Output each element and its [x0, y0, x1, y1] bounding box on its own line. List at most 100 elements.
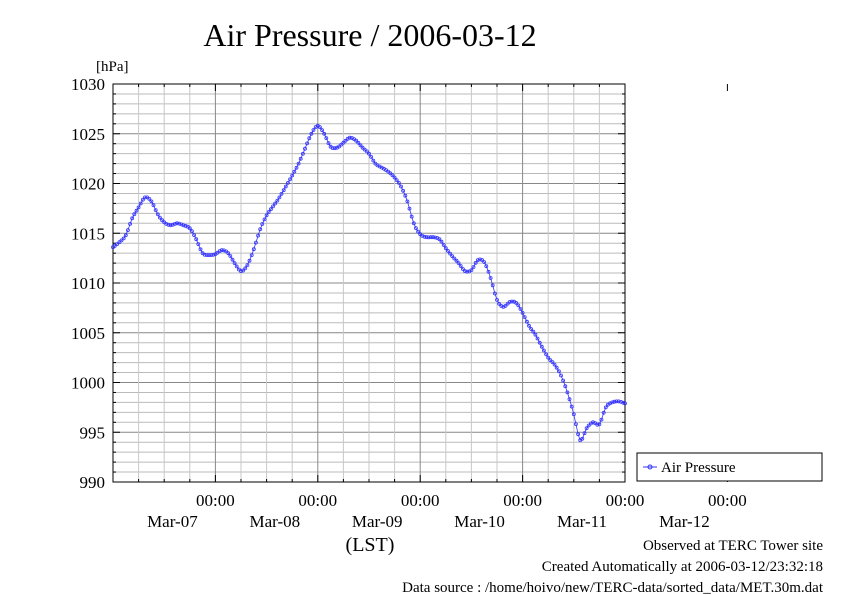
- data-point: [420, 233, 425, 238]
- data-point: [603, 405, 608, 410]
- data-point: [209, 253, 214, 258]
- data-point: [394, 178, 399, 183]
- data-point: [275, 198, 280, 203]
- data-point: [292, 169, 297, 174]
- data-point: [360, 145, 365, 150]
- data-point: [330, 146, 335, 151]
- data-point: [239, 269, 243, 274]
- data-point: [168, 223, 173, 228]
- data-point: [226, 251, 231, 256]
- data-point: [503, 303, 508, 308]
- data-point: [354, 138, 359, 143]
- data-point: [413, 226, 418, 231]
- data-point: [347, 135, 352, 140]
- data-point: [557, 369, 561, 374]
- data-point: [337, 144, 342, 149]
- data-point: [371, 158, 376, 163]
- data-point: [217, 249, 222, 254]
- data-point: [454, 258, 459, 263]
- data-point: [388, 171, 393, 176]
- data-point: [140, 197, 145, 202]
- data-point: [586, 423, 591, 428]
- data-point: [112, 244, 117, 248]
- data-point: [401, 188, 406, 193]
- data-point: [582, 431, 587, 436]
- y-tick-label: 990: [80, 473, 106, 492]
- x-axis-label: (LST): [346, 534, 395, 556]
- data-point: [138, 201, 143, 206]
- data-point: [542, 348, 546, 353]
- legend-marker-icon: [647, 464, 653, 470]
- data-point: [256, 233, 261, 238]
- data-point: [497, 301, 502, 306]
- data-point: [309, 131, 314, 136]
- data-point: [509, 299, 514, 304]
- data-point: [623, 401, 627, 406]
- data-point: [484, 264, 489, 269]
- data-point: [153, 208, 158, 213]
- data-point: [177, 221, 182, 226]
- x-tick-label-date: Mar-08: [249, 512, 300, 531]
- x-tick-label-time: 00:00: [708, 491, 747, 510]
- y-tick-label: 1000: [71, 374, 105, 393]
- data-point: [172, 221, 177, 226]
- data-point: [179, 222, 184, 227]
- data-point: [482, 260, 487, 265]
- data-point: [458, 264, 463, 268]
- data-point: [271, 204, 275, 209]
- data-point: [362, 147, 367, 152]
- data-point: [268, 207, 273, 212]
- data-point: [324, 136, 329, 141]
- y-tick-label: 1020: [71, 175, 105, 194]
- data-point: [441, 243, 446, 247]
- data-point: [249, 253, 254, 258]
- x-axis-ticks: 00:00 Mar-07 00:00 Mar-08 00:00 Mar-09 00:00 Ma…: [138, 84, 747, 531]
- data-point: [277, 195, 282, 200]
- data-point: [241, 268, 246, 273]
- data-point: [119, 238, 124, 243]
- data-point: [332, 146, 337, 151]
- data-point: [437, 237, 442, 242]
- data-point: [251, 247, 256, 252]
- data-point: [520, 310, 525, 315]
- data-point: [196, 242, 201, 247]
- data-point: [426, 235, 431, 240]
- data-point: [243, 266, 248, 271]
- chart-title: Air Pressure / 2006-03-12: [203, 17, 536, 53]
- data-point: [230, 257, 235, 262]
- data-point: [546, 355, 551, 360]
- data-point: [525, 319, 529, 324]
- data-point: [527, 323, 531, 328]
- data-point: [554, 365, 559, 370]
- y-axis-unit-label: [hPa]: [96, 59, 129, 75]
- data-point: [559, 373, 563, 378]
- data-point: [443, 246, 448, 251]
- data-point: [202, 252, 207, 257]
- data-point: [507, 299, 512, 304]
- data-point: [326, 141, 331, 146]
- data-point: [300, 151, 305, 156]
- data-point: [128, 221, 133, 226]
- data-point: [358, 143, 363, 148]
- data-point: [548, 358, 553, 363]
- data-point: [403, 193, 408, 198]
- data-point: [486, 269, 491, 274]
- data-point: [232, 261, 237, 266]
- data-point: [535, 336, 540, 341]
- x-tick-label-time: 00:00: [196, 491, 235, 510]
- data-point: [130, 216, 135, 221]
- data-point: [121, 236, 126, 241]
- data-point: [194, 237, 199, 242]
- data-point: [465, 269, 470, 274]
- data-point: [531, 329, 536, 334]
- data-point: [160, 218, 165, 223]
- y-tick-label: 1005: [71, 324, 105, 343]
- data-point: [567, 397, 572, 402]
- data-point: [621, 400, 626, 405]
- footer-created: Created Automatically at 2006-03-12/23:3…: [542, 559, 823, 575]
- data-point: [544, 352, 548, 357]
- data-point: [157, 215, 162, 220]
- y-tick-label: 995: [80, 423, 106, 442]
- data-point: [322, 131, 327, 136]
